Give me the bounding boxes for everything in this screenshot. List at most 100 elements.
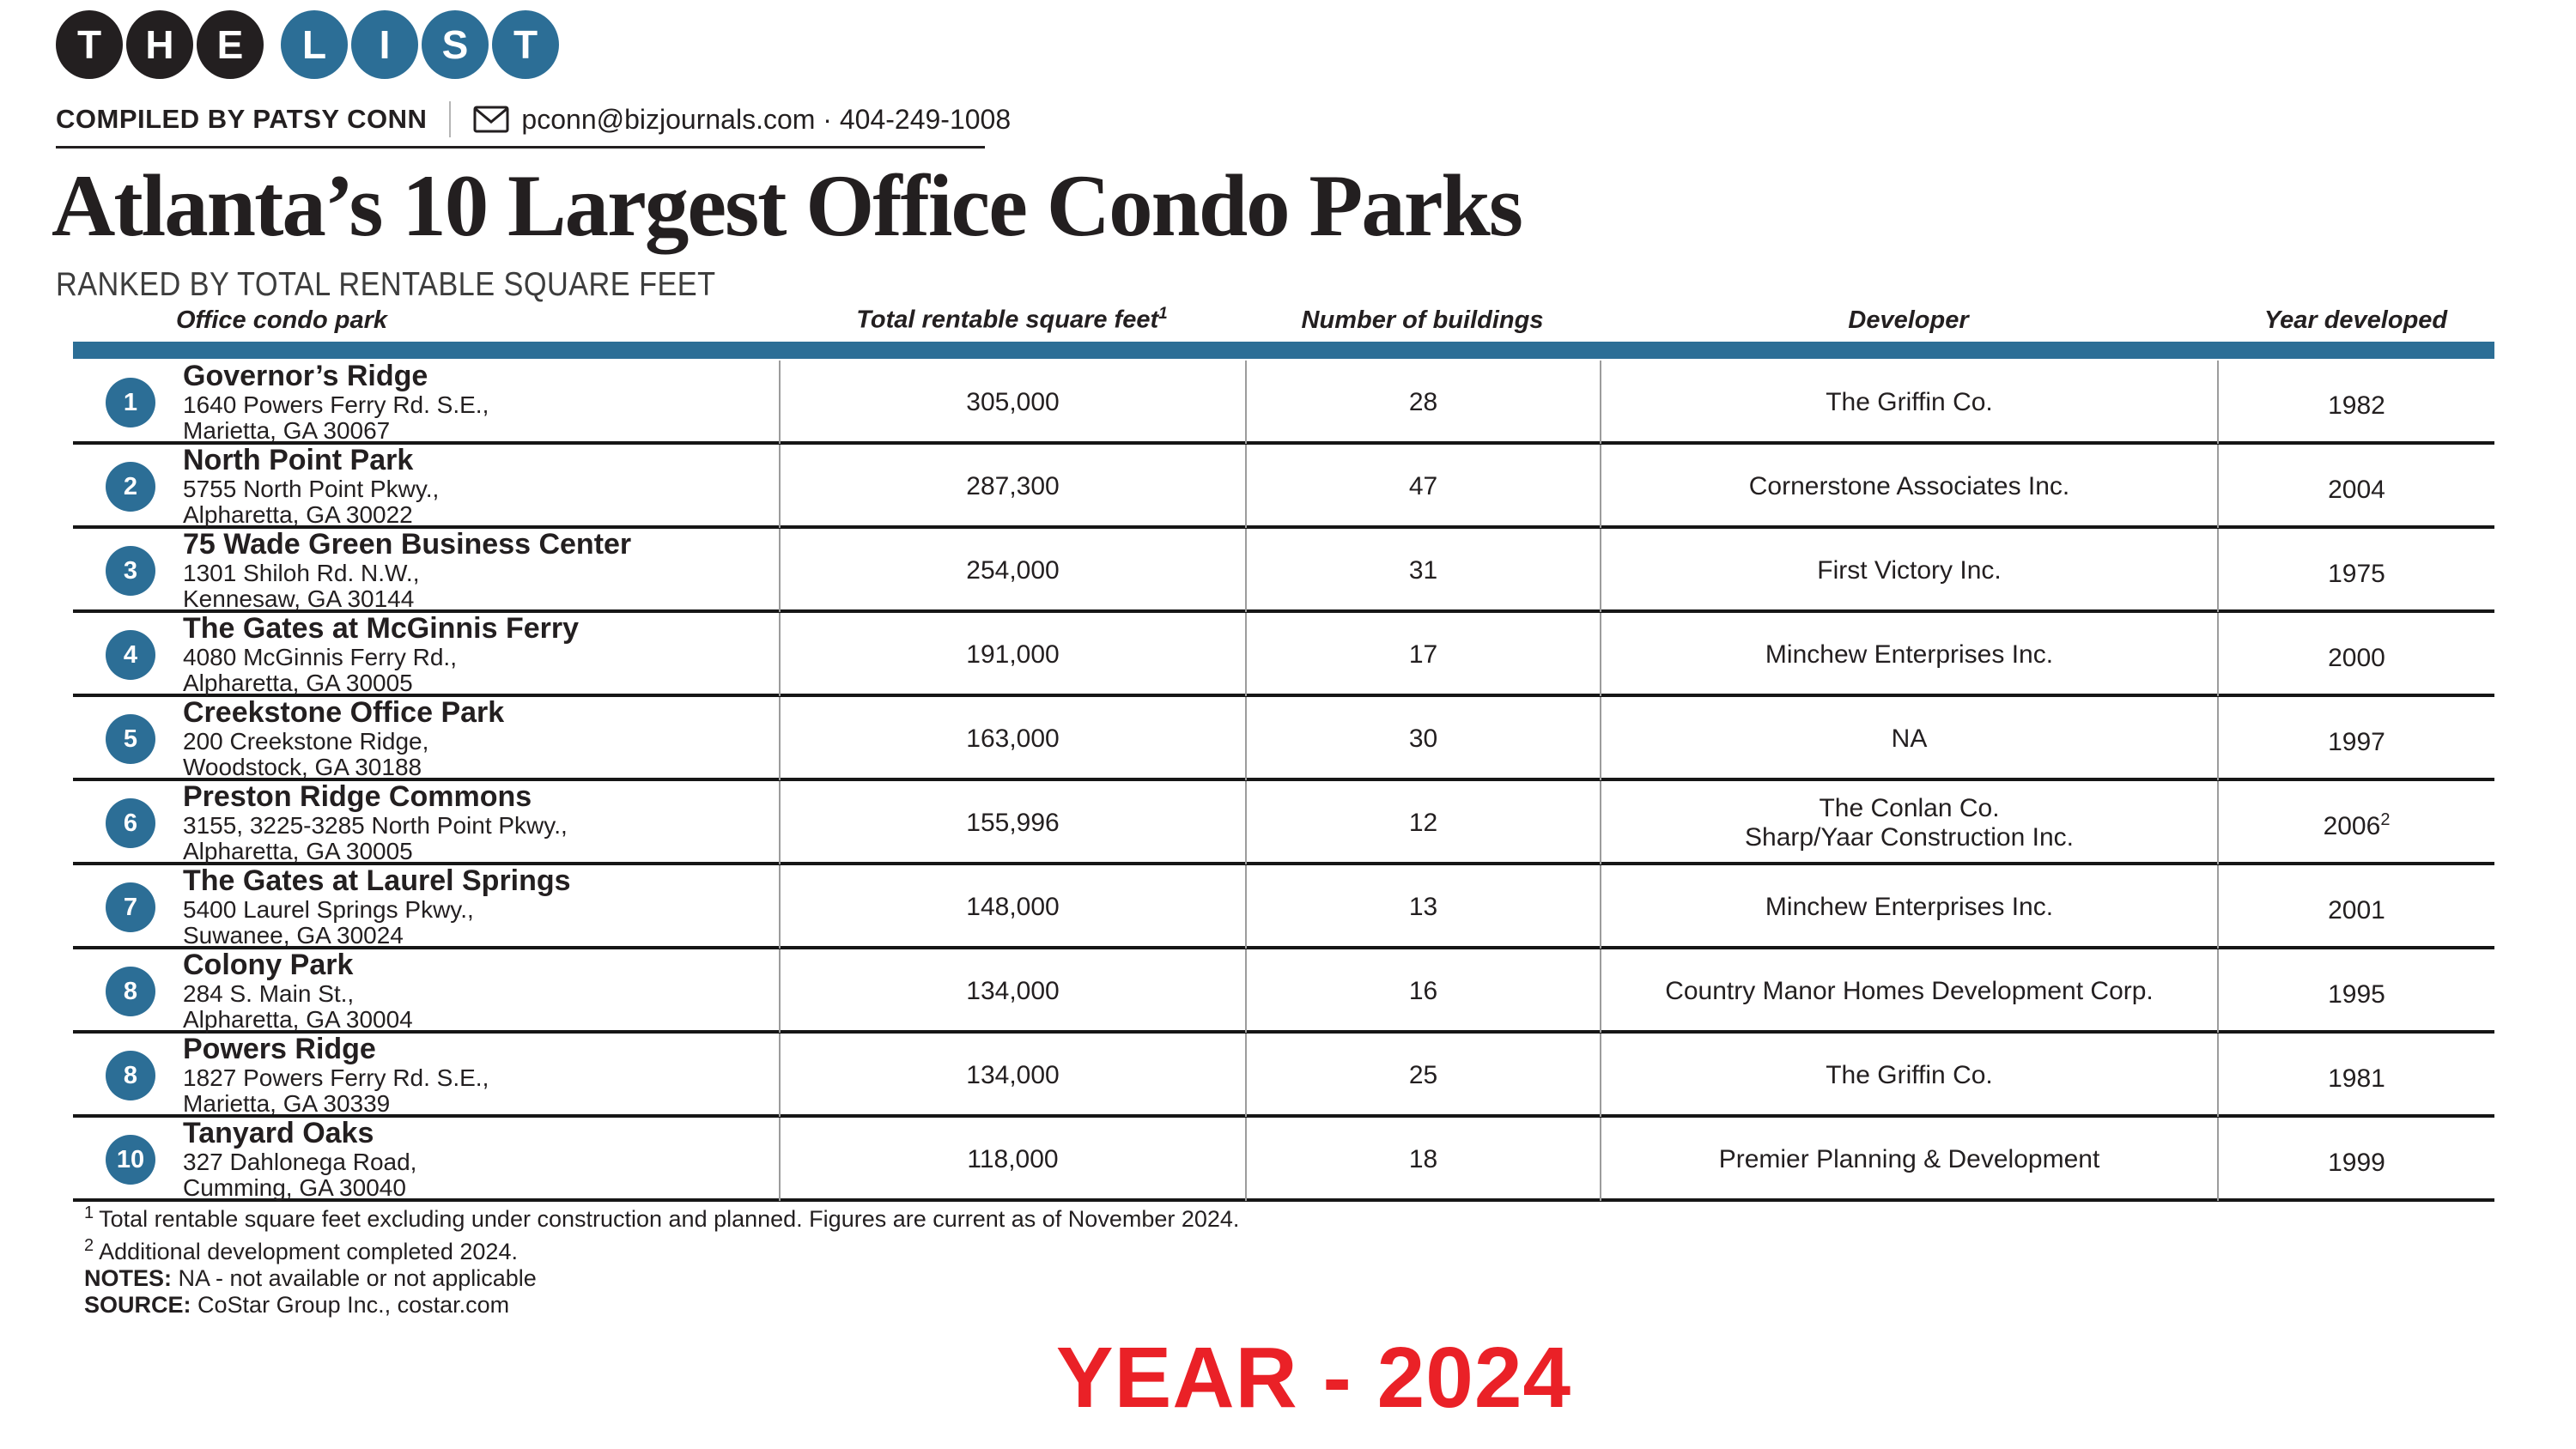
page-subtitle: RANKED BY TOTAL RENTABLE SQUARE FEET [56, 266, 716, 303]
park-name: Powers Ridge [183, 1033, 376, 1065]
park-address-line2: Alpharetta, GA 30004 [183, 1006, 413, 1033]
park-address-line2: Alpharetta, GA 30022 [183, 501, 413, 528]
buildings-cell: 17 [1245, 613, 1600, 696]
developer-line2: Sharp/Yaar Construction Inc. [1745, 822, 2074, 852]
notes-line: NOTES: NA - not available or not applica… [84, 1265, 537, 1291]
rank-badge: 3 [106, 545, 155, 596]
table-row: 7 The Gates at Laurel Springs 5400 Laure… [73, 865, 2494, 949]
col-header-year: Year developed [2263, 306, 2448, 334]
park-address-line1: 327 Dahlonega Road, [183, 1149, 417, 1175]
park-address-line1: 3155, 3225-3285 North Point Pkwy., [183, 812, 568, 839]
park-address-line1: 4080 McGinnis Ferry Rd., [183, 644, 457, 670]
park-name: Preston Ridge Commons [183, 780, 532, 813]
park-address-line2: Alpharetta, GA 30005 [183, 838, 413, 864]
park-address-line1: 1640 Powers Ferry Rd. S.E., [183, 391, 489, 418]
year-value: 1981 [2328, 1064, 2385, 1093]
rank-badge: 8 [106, 1050, 155, 1100]
developer-cell: Minchew Enterprises Inc. [1600, 865, 2217, 949]
buildings-cell: 47 [1245, 445, 1600, 528]
contact-text: pconn@bizjournals.com · 404-249-1008 [521, 103, 1012, 135]
year-value: 1975 [2328, 559, 2385, 588]
footnotes: 1 Total rentable square feet excluding un… [84, 1200, 1239, 1319]
rank-badge: 5 [106, 713, 155, 764]
developer-line1: Premier Planning & Development [1718, 1144, 2100, 1173]
col-header-buildings: Number of buildings [1301, 306, 1544, 334]
year-cell: 2001 [2217, 865, 2494, 949]
footnote-1: 1 Total rentable square feet excluding un… [84, 1203, 1240, 1232]
park-name: Creekstone Office Park [183, 696, 505, 729]
developer-cell: NA [1600, 697, 2217, 780]
logo-letter: T [56, 10, 123, 79]
table-header-row: Office condo park Total rentable square … [73, 299, 2494, 340]
park-cell: 5 Creekstone Office Park 200 Creekstone … [73, 697, 779, 780]
year-cell: 2004 [2217, 445, 2494, 528]
park-cell: 2 North Point Park 5755 North Point Pkwy… [73, 445, 779, 528]
source-line: SOURCE: CoStar Group Inc., costar.com [84, 1292, 510, 1318]
developer-line1: The Griffin Co. [1826, 1060, 1993, 1089]
developer-line1: First Victory Inc. [1817, 555, 2002, 585]
park-cell: 1 Governor’s Ridge 1640 Powers Ferry Rd.… [73, 361, 779, 444]
year-value: 2006 [2323, 811, 2381, 840]
rank-badge: 8 [106, 966, 155, 1016]
buildings-cell: 31 [1245, 529, 1600, 612]
rank-badge: 2 [106, 461, 155, 512]
park-name: Governor’s Ridge [183, 360, 428, 392]
year-cell: 1999 [2217, 1118, 2494, 1201]
sqft-cell: 287,300 [779, 445, 1245, 528]
table-row: 5 Creekstone Office Park 200 Creekstone … [73, 697, 2494, 781]
rank-badge: 10 [106, 1134, 155, 1185]
year-value: 1997 [2328, 727, 2385, 756]
page-title: Atlanta’s 10 Largest Office Condo Parks [52, 157, 1523, 255]
year-value: 1999 [2328, 1148, 2385, 1177]
byline: COMPILED BY PATSY CONN pconn@bizjournals… [56, 100, 1011, 139]
park-address-line2: Marietta, GA 30339 [183, 1090, 391, 1117]
sqft-cell: 163,000 [779, 697, 1245, 780]
park-name: The Gates at Laurel Springs [183, 864, 571, 897]
sqft-cell: 254,000 [779, 529, 1245, 612]
table-row: 1 Governor’s Ridge 1640 Powers Ferry Rd.… [73, 361, 2494, 445]
park-name: Tanyard Oaks [183, 1117, 374, 1149]
table-row: 8 Powers Ridge 1827 Powers Ferry Rd. S.E… [73, 1034, 2494, 1118]
buildings-cell: 18 [1245, 1118, 1600, 1201]
sqft-cell: 134,000 [779, 949, 1245, 1033]
table-row: 6 Preston Ridge Commons 3155, 3225-3285 … [73, 781, 2494, 865]
table-row: 2 North Point Park 5755 North Point Pkwy… [73, 445, 2494, 529]
park-address-line2: Cumming, GA 30040 [183, 1174, 406, 1201]
year-value: 2001 [2328, 895, 2385, 925]
park-address-line1: 1827 Powers Ferry Rd. S.E., [183, 1064, 489, 1091]
sqft-cell: 305,000 [779, 361, 1245, 444]
park-name: The Gates at McGinnis Ferry [183, 612, 580, 645]
byline-rule [56, 146, 985, 149]
year-cell: 1982 [2217, 361, 2494, 444]
ranked-list-table: Office condo park Total rentable square … [73, 299, 2494, 1202]
buildings-cell: 25 [1245, 1034, 1600, 1117]
developer-cell: The Griffin Co. [1600, 1034, 2217, 1117]
rank-badge: 7 [106, 882, 155, 932]
park-address-line2: Suwanee, GA 30024 [183, 922, 404, 949]
year-cell: 1975 [2217, 529, 2494, 612]
footnote-2: 2 Additional development completed 2024. [84, 1236, 518, 1264]
park-cell: 7 The Gates at Laurel Springs 5400 Laure… [73, 865, 779, 949]
developer-cell: Minchew Enterprises Inc. [1600, 613, 2217, 696]
rank-badge: 1 [106, 377, 155, 427]
logo-letter: S [422, 10, 489, 79]
park-address-line1: 284 S. Main St., [183, 980, 355, 1007]
park-cell: 10 Tanyard Oaks 327 Dahlonega Road, Cumm… [73, 1118, 779, 1201]
logo-letter: I [351, 10, 418, 79]
park-name: North Point Park [183, 444, 414, 476]
col-header-park: Office condo park [176, 306, 388, 334]
table-row: 8 Colony Park 284 S. Main St., Alpharett… [73, 949, 2494, 1034]
year-cell: 1997 [2217, 697, 2494, 780]
logo-letter: L [281, 10, 348, 79]
compiled-by-text: COMPILED BY PATSY CONN [56, 104, 428, 134]
year-value: 2004 [2328, 475, 2385, 504]
rank-badge: 6 [106, 797, 155, 848]
year-cell: 1981 [2217, 1034, 2494, 1117]
table-body: 1 Governor’s Ridge 1640 Powers Ferry Rd.… [73, 361, 2494, 1202]
park-address-line1: 200 Creekstone Ridge, [183, 728, 429, 755]
buildings-cell: 13 [1245, 865, 1600, 949]
developer-cell: First Victory Inc. [1600, 529, 2217, 612]
park-address-line2: Alpharetta, GA 30005 [183, 670, 413, 696]
table-row: 3 75 Wade Green Business Center 1301 Shi… [73, 529, 2494, 613]
